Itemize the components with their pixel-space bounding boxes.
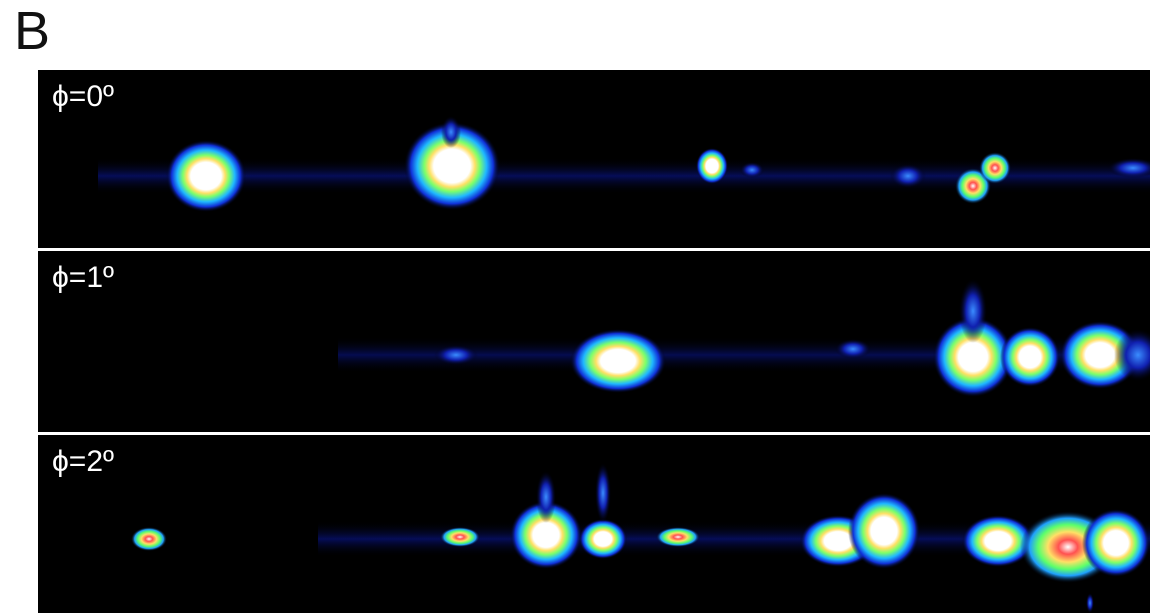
divider [38,432,1150,435]
image-strip-0: ϕ=0º [38,70,1150,248]
spot-field-1 [338,279,1150,397]
image-strip-1: ϕ=1º [38,251,1150,432]
image-strip-2: ϕ=2º [38,435,1150,613]
panel-label-phi-2: ϕ=2º [52,445,114,478]
panel-label-phi-0: ϕ=0º [52,80,114,113]
panel-label-phi-1: ϕ=1º [52,261,114,294]
panel-letter: B [14,1,51,61]
spot-field-2 [131,463,1150,613]
divider [38,248,1150,251]
spot-field-0 [98,116,1150,212]
